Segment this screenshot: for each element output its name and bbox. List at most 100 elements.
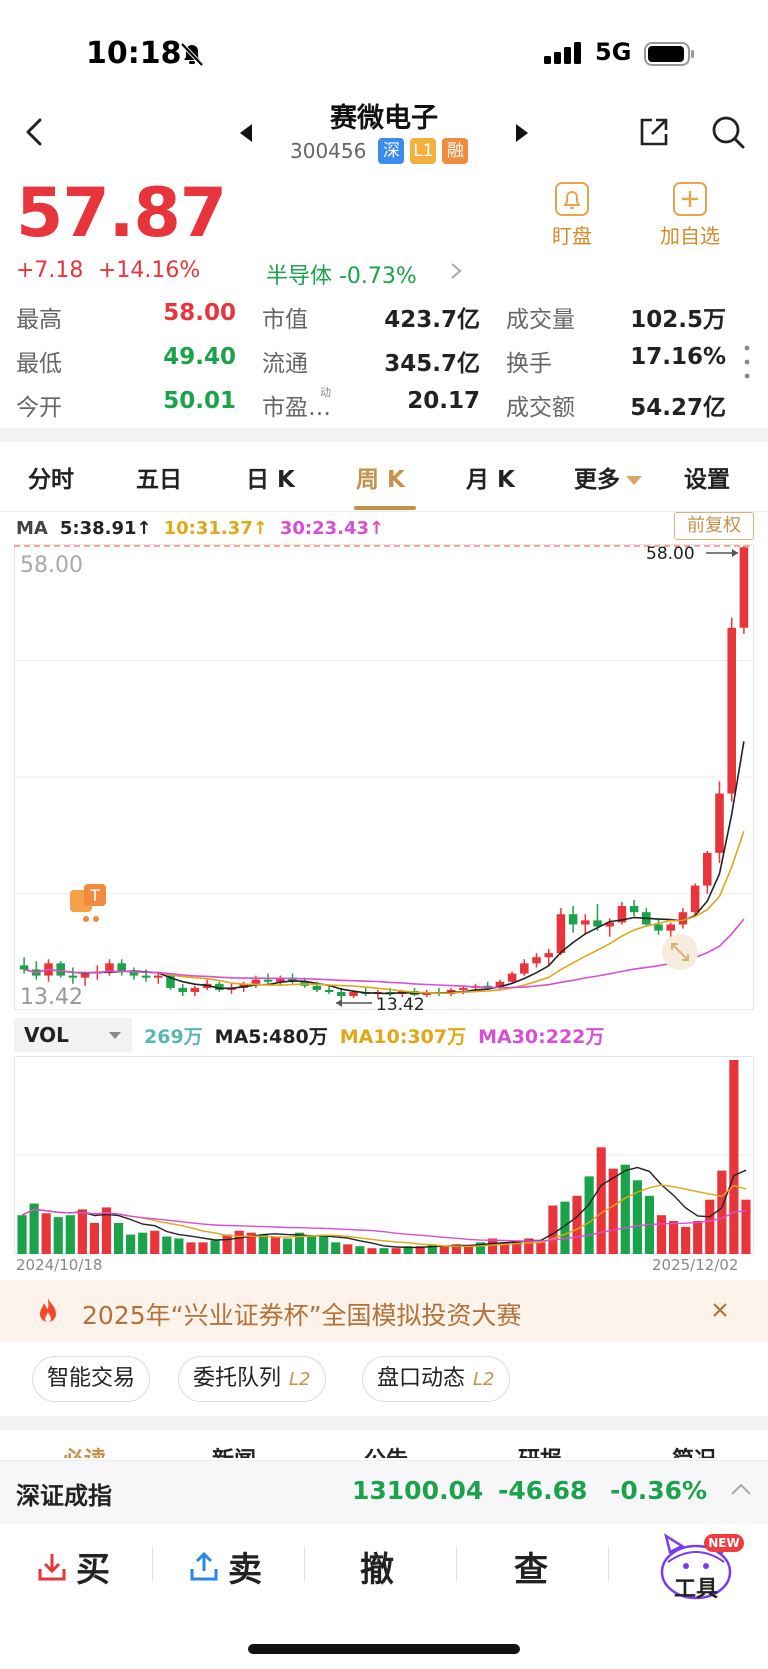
tab-weekly-k[interactable]: 周 K (356, 467, 405, 493)
pe-value: 20.17 (407, 388, 480, 414)
cancel-order-button[interactable]: 撤 (360, 1550, 394, 1590)
date-start: 2024/10/18 (16, 1256, 103, 1274)
candle-body (312, 985, 322, 990)
volume-bar (126, 1234, 136, 1254)
candle-body (178, 987, 187, 992)
tools-label: 工具 (674, 1577, 718, 1602)
trade-marker-icon: T (70, 884, 106, 922)
smart-trade-button[interactable]: 智能交易 (32, 1356, 151, 1402)
volume-legend: VOL 269万 MA5:480万 MA10:307万 MA30:222万 (14, 1018, 604, 1052)
pe-label: 市盈… (262, 395, 331, 421)
volume-bar (53, 1217, 63, 1254)
turnover-value: 17.16% (630, 344, 726, 370)
candle-body (495, 981, 505, 988)
volume-bars (17, 1060, 751, 1254)
candle-body (166, 975, 175, 988)
candle-body (568, 914, 578, 925)
watch-button[interactable]: 盯盘 (540, 182, 604, 249)
sell-label: 卖 (228, 1550, 262, 1590)
news-tab-news[interactable]: 新闻 (212, 1442, 256, 1458)
caret-down-icon (109, 1032, 121, 1039)
volume-ma5-line (21, 1166, 747, 1249)
volume-bar (512, 1240, 522, 1254)
candle-body (703, 852, 712, 886)
volume-bar (596, 1147, 606, 1254)
kline-chart[interactable]: 58.00 13.42 58.00 13.42 T (14, 544, 754, 1010)
indicator-select[interactable]: VOL (14, 1018, 132, 1052)
sector-link[interactable]: 半导体 -0.73% (266, 264, 417, 289)
volume-ma5: MA5:480万 (214, 1025, 328, 1048)
tab-monthly-k[interactable]: 月 K (466, 467, 515, 493)
candle-body (324, 989, 334, 992)
current-price: 57.87 (16, 174, 227, 253)
volume-ma10: MA10:307万 (339, 1025, 467, 1048)
volume-bar (150, 1230, 160, 1254)
volume-bar (391, 1248, 401, 1254)
news-tab-must-read[interactable]: 必读 (62, 1442, 106, 1458)
candle-body (263, 979, 273, 982)
tools-button[interactable]: NEW 工具 (648, 1532, 744, 1612)
stock-code: 300456 (290, 139, 367, 163)
volume-bar (656, 1215, 667, 1254)
more-vertical-icon[interactable] (742, 342, 752, 382)
volume-bar (632, 1180, 642, 1254)
query-button[interactable]: 查 (514, 1550, 548, 1590)
volume-bar (403, 1246, 413, 1254)
back-button[interactable] (16, 112, 56, 152)
sell-button[interactable]: 卖 (188, 1542, 262, 1591)
ma-label: MA (16, 517, 48, 539)
bell-off-icon (180, 42, 204, 67)
promo-banner[interactable] (0, 1280, 768, 1342)
volume-bar (77, 1209, 87, 1254)
volume-bar (488, 1238, 498, 1254)
separator (608, 1546, 609, 1582)
order-book-label: 盘口动态 (377, 1366, 466, 1391)
promo-banner-text: 2025年“兴业证券杯”全国模拟投资大赛 (82, 1301, 522, 1330)
index-ticker-bar[interactable] (0, 1460, 768, 1524)
new-badge (704, 1534, 744, 1552)
order-book-button[interactable]: 盘口动态 L2 (362, 1356, 510, 1402)
index-name: 深证成指 (16, 1482, 112, 1510)
volume-bar (222, 1234, 232, 1254)
index-change: -46.68 (498, 1476, 588, 1505)
float-value: 345.7亿 (384, 351, 480, 377)
tab-daily-k[interactable]: 日 K (246, 467, 295, 493)
order-queue-button[interactable]: 委托队列 L2 (178, 1356, 326, 1402)
ma30-legend: 30:23.43↑ (279, 517, 385, 539)
chevron-up-icon[interactable] (730, 1482, 752, 1496)
mcap-label: 市值 (262, 307, 308, 333)
section-divider (0, 428, 768, 442)
news-tab-reports[interactable]: 研报 (518, 1442, 562, 1458)
expand-chart-icon[interactable] (662, 934, 698, 970)
buy-button[interactable]: 买 (36, 1542, 110, 1591)
prev-stock-button[interactable] (236, 118, 256, 148)
volume-value: 102.5万 (630, 307, 726, 333)
add-favorite-button[interactable]: 加自选 (650, 182, 730, 249)
tab-more[interactable]: 更多 (574, 460, 644, 494)
active-tab-indicator (354, 506, 416, 510)
low-value: 49.40 (163, 344, 236, 370)
volume-bar (270, 1236, 280, 1254)
candle-body (19, 965, 29, 970)
candle-body (239, 983, 248, 988)
news-tab-notices[interactable]: 公告 (364, 1442, 408, 1458)
tab-intraday[interactable]: 分时 (28, 467, 74, 493)
candle-body (678, 912, 688, 925)
amount-label: 成交额 (506, 395, 575, 421)
search-icon[interactable] (708, 112, 748, 152)
candle-body (251, 979, 261, 984)
news-tab-profile[interactable]: 简况 (672, 1442, 716, 1458)
volume-bar (162, 1236, 172, 1254)
volume-chart[interactable] (14, 1056, 754, 1254)
tab-five-day[interactable]: 五日 (136, 467, 182, 493)
candle-body (337, 991, 346, 997)
candle-body (68, 975, 78, 978)
max-marker-arrowhead (732, 549, 738, 557)
adjustment-button[interactable]: 前复权 (674, 512, 754, 540)
candle-body (117, 963, 126, 972)
share-icon[interactable] (634, 112, 674, 152)
close-icon[interactable] (708, 1298, 732, 1322)
volume-bar (536, 1242, 546, 1254)
tab-settings[interactable]: 设置 (684, 467, 730, 493)
next-stock-button[interactable] (512, 118, 532, 148)
